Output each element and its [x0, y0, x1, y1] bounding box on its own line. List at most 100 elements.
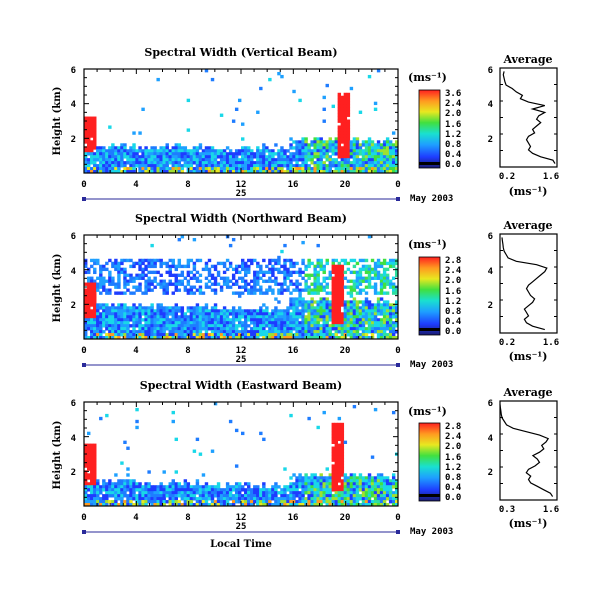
heatmap-cell: [373, 270, 378, 275]
heatmap-cell: [373, 318, 378, 322]
heatmap-cell: [84, 297, 88, 301]
heatmap-cell: [301, 258, 305, 263]
heatmap-cell: [361, 336, 366, 340]
heatmap-cell: [319, 503, 323, 507]
heatmap-cell: [177, 164, 182, 168]
heatmap-cell: [102, 267, 106, 272]
heatmap-cell: [388, 155, 393, 159]
x-tick-label: 12: [236, 513, 247, 523]
heatmap-cell: [138, 321, 142, 325]
heatmap-cell: [129, 158, 133, 162]
heatmap-cell: [259, 270, 263, 275]
heatmap-cell: [156, 321, 160, 325]
heatmap-cell: [180, 485, 185, 489]
heatmap-cell: [244, 161, 248, 165]
heatmap-cell: [183, 494, 188, 498]
heatmap-cell: [340, 437, 345, 442]
heatmap-cell: [102, 279, 106, 283]
heatmap-cell: [177, 327, 182, 331]
heatmap-cell: [250, 279, 254, 283]
heatmap-cell: [277, 71, 281, 76]
heatmap-cell: [334, 288, 339, 292]
heatmap-cell: [210, 152, 215, 156]
heatmap-cell: [138, 315, 142, 319]
heatmap-cell: [301, 321, 305, 325]
heatmap-cell: [234, 149, 239, 153]
heatmap-cell: [349, 294, 354, 298]
heatmap-cell: [165, 167, 169, 171]
heatmap-cell: [349, 500, 354, 504]
heatmap-cell: [213, 485, 218, 489]
heatmap-cell: [349, 306, 354, 310]
heatmap-cell: [84, 125, 88, 129]
heatmap-cell: [87, 336, 91, 340]
heatmap-cell: [352, 503, 357, 507]
heatmap-cell: [253, 273, 257, 277]
heatmap-cell: [195, 503, 200, 507]
heatmap-cell: [156, 330, 160, 334]
heatmap-cell: [156, 500, 160, 504]
heatmap-cell: [370, 488, 375, 492]
heatmap-cell: [159, 312, 163, 316]
heatmap-cell: [358, 149, 363, 153]
heatmap-cell: [343, 327, 348, 331]
heatmap-cell: [385, 303, 390, 307]
heatmap-cell: [382, 267, 387, 272]
heatmap-cell: [111, 164, 115, 168]
heatmap-cell: [129, 336, 133, 340]
heatmap-cell: [259, 288, 263, 292]
heatmap-cell: [337, 146, 342, 150]
heatmap-cell: [265, 488, 269, 492]
heatmap-cell: [222, 494, 227, 498]
heatmap-cell: [84, 264, 88, 269]
heatmap-cell: [138, 170, 142, 174]
heatmap-cell: [289, 330, 293, 334]
heatmap-cell: [337, 110, 342, 114]
heatmap-cell: [325, 297, 329, 301]
heatmap-cell: [316, 243, 320, 248]
heatmap-cell: [370, 494, 375, 498]
heatmap-cell: [141, 276, 145, 280]
heatmap-cell: [331, 312, 335, 316]
heatmap-cell: [382, 333, 387, 337]
heatmap-cell: [253, 282, 257, 286]
heatmap-cell: [177, 158, 182, 162]
heatmap-cell: [382, 491, 387, 495]
heatmap-cell: [394, 494, 399, 498]
heatmap-cell: [141, 149, 145, 153]
heatmap-cell: [343, 164, 348, 168]
x-tick-label: 8: [185, 346, 190, 356]
heatmap-cell: [180, 494, 185, 498]
heatmap-cell: [87, 149, 91, 153]
heatmap-cell: [87, 485, 91, 489]
heatmap-cell: [340, 152, 345, 156]
heatmap-cell: [313, 321, 317, 325]
heatmap-cell: [277, 270, 281, 275]
heatmap-cell: [204, 312, 209, 316]
heatmap-cell: [367, 152, 372, 156]
heatmap-cell: [298, 297, 302, 301]
heatmap-cell: [213, 164, 218, 168]
heatmap-cell: [331, 428, 335, 433]
heatmap-cell: [325, 491, 329, 495]
heatmap-cell: [283, 261, 287, 266]
heatmap-cell: [316, 324, 320, 328]
heatmap-cell: [168, 485, 172, 489]
heatmap-cell: [165, 312, 169, 316]
heatmap-cell: [201, 155, 206, 159]
heatmap-cell: [361, 312, 366, 316]
heatmap-cell: [102, 164, 106, 168]
date-line-marker: [82, 530, 86, 534]
heatmap-cell: [189, 336, 194, 340]
heatmap-cell: [355, 170, 360, 174]
heatmap-cell: [367, 303, 372, 307]
heatmap-cell: [117, 152, 121, 156]
heatmap-cell: [382, 291, 387, 295]
heatmap-cell: [126, 482, 130, 486]
heatmap-cell: [84, 309, 88, 313]
heatmap-cell: [114, 500, 118, 504]
heatmap-cell: [225, 333, 230, 337]
heatmap-cell: [144, 333, 148, 337]
heatmap-cell: [310, 309, 314, 313]
heatmap-cell: [355, 143, 360, 147]
